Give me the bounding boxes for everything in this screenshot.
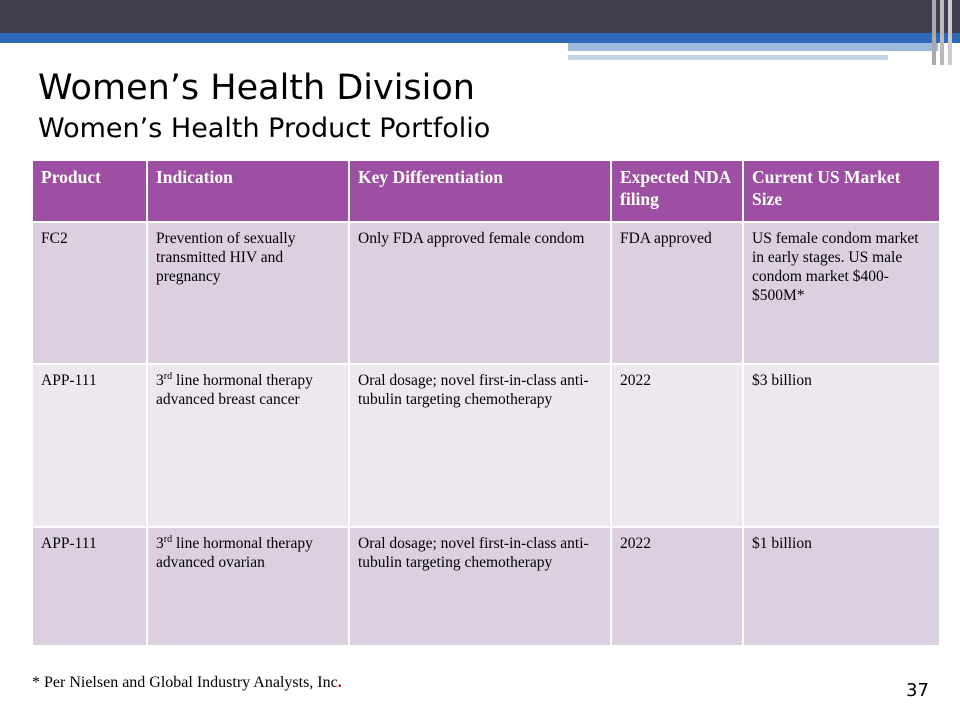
cell: 3rd line hormonal therapy advanced breas… — [146, 363, 350, 528]
cell: 2022 — [610, 526, 744, 647]
cell: US female condom market in early stages.… — [742, 221, 941, 365]
title: Women’s Health Division — [38, 68, 475, 108]
footnote: * Per Nielsen and Global Industry Analys… — [32, 674, 342, 692]
cell: $3 billion — [742, 363, 941, 528]
row: APP-111 3rd line hormonal therapy advanc… — [31, 363, 941, 528]
row: FC2 Prevention of sexually transmitted H… — [31, 221, 941, 365]
header-cell: Expected NDA filing — [610, 159, 744, 223]
cell: APP-111 — [31, 526, 148, 647]
cell: 2022 — [610, 363, 744, 528]
cell: Only FDA approved female condom — [348, 221, 612, 365]
footnote-mark: . — [337, 674, 342, 691]
subtitle: Women’s Health Product Portfolio — [38, 113, 491, 144]
portfolio-table: Product Indication Key Differentiation E… — [31, 159, 941, 647]
cell: Oral dosage; novel first-in-class anti-t… — [348, 363, 612, 528]
cell: Prevention of sexually transmitted HIV a… — [146, 221, 350, 365]
footnote-text: * Per Nielsen and Global Industry Analys… — [32, 674, 338, 691]
cell: FC2 — [31, 221, 148, 365]
header-cell: Indication — [146, 159, 350, 223]
edge-line — [948, 0, 952, 65]
page-number: 37 — [906, 680, 929, 701]
edge-line — [932, 0, 936, 65]
light-stripe — [568, 55, 888, 60]
edge-line — [940, 0, 944, 65]
superscript: rd — [163, 370, 173, 382]
header-cell: Current US Market Size — [742, 159, 941, 223]
cell: FDA approved — [610, 221, 744, 365]
header-cell: Product — [31, 159, 148, 223]
text: line hormonal therapy advanced breast ca… — [156, 372, 313, 408]
cell: 3rd line hormonal therapy advanced ovari… — [146, 526, 350, 647]
cell: Oral dosage; novel first-in-class anti-t… — [348, 526, 612, 647]
row: APP-111 3rd line hormonal therapy advanc… — [31, 526, 941, 647]
top-bar — [0, 0, 960, 33]
header-row: Product Indication Key Differentiation E… — [31, 159, 941, 223]
cell: APP-111 — [31, 363, 148, 528]
header-cell: Key Differentiation — [348, 159, 612, 223]
superscript: rd — [163, 533, 173, 545]
text: 3 — [156, 372, 164, 389]
text: 3 — [156, 535, 164, 552]
light-stripe — [568, 43, 938, 51]
blue-stripe — [0, 33, 960, 43]
text: line hormonal therapy advanced ovarian — [156, 535, 313, 571]
cell: $1 billion — [742, 526, 941, 647]
